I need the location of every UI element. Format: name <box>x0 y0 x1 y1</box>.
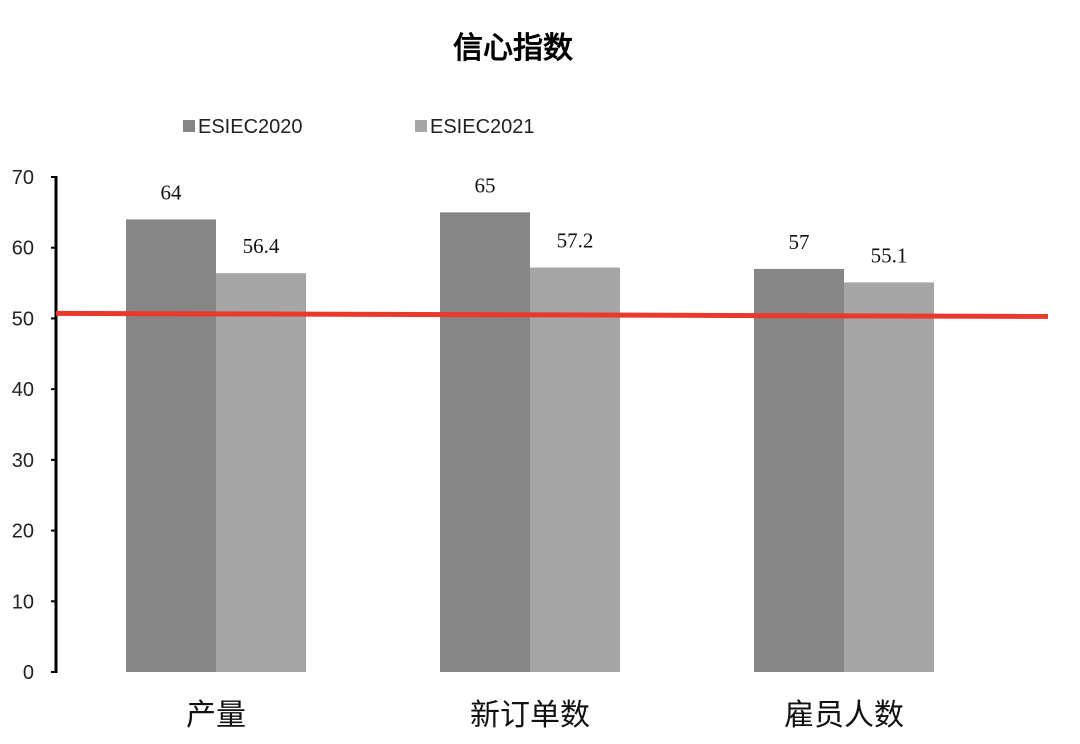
bar-esiec2021-0 <box>216 273 306 672</box>
data-label: 55.1 <box>871 243 908 267</box>
legend-label: ESIEC2021 <box>430 116 535 138</box>
y-tick-label: 20 <box>12 521 34 543</box>
data-label: 65 <box>475 173 496 197</box>
y-tick-label: 0 <box>23 662 34 684</box>
x-axis-labels: 产量 新订单数 雇员人数 <box>186 698 904 733</box>
bar-esiec2020-1 <box>440 212 530 672</box>
x-category-label: 产量 <box>186 698 246 733</box>
data-label: 64 <box>161 180 183 204</box>
x-category-label: 雇员人数 <box>784 698 904 733</box>
y-tick-label: 10 <box>12 591 34 613</box>
legend-swatch-0 <box>183 120 195 132</box>
reference-line <box>55 310 1049 319</box>
bar-esiec2021-2 <box>844 282 934 672</box>
data-label: 57.2 <box>557 229 594 253</box>
bar-esiec2021-1 <box>530 267 620 672</box>
data-label: 56.4 <box>243 234 280 258</box>
bar-esiec2020-2 <box>754 268 844 672</box>
y-axis: 0 10 20 30 40 50 60 70 <box>12 167 58 684</box>
legend-label: ESIEC2020 <box>198 116 303 138</box>
chart-title: 信心指数 <box>453 31 574 66</box>
y-tick-label: 70 <box>12 167 34 189</box>
x-category-label: 新订单数 <box>470 698 590 733</box>
bar-esiec2020-0 <box>126 219 216 672</box>
data-labels: 64 65 57 56.4 57.2 55.1 <box>161 173 908 267</box>
bars <box>126 212 934 672</box>
y-tick-label: 40 <box>12 379 34 401</box>
y-tick-label: 50 <box>12 308 34 330</box>
y-tick-label: 60 <box>12 238 34 260</box>
y-tick-label: 30 <box>12 450 34 472</box>
legend-swatch-1 <box>415 120 427 132</box>
data-label: 57 <box>789 230 810 254</box>
reference-line-group <box>55 310 1049 319</box>
legend: ESIEC2020 ESIEC2021 <box>183 116 535 138</box>
